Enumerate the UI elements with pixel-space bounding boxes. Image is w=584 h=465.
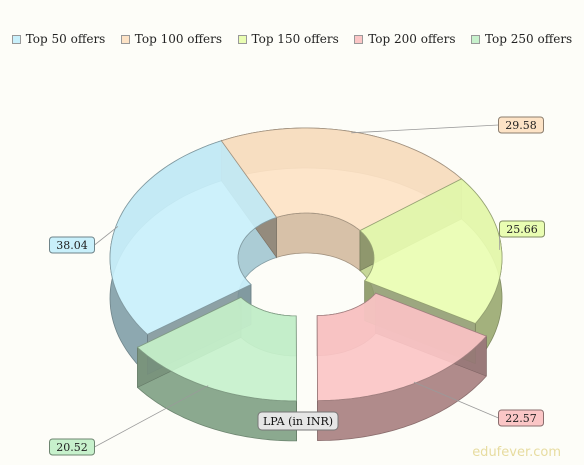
data-label-box: [498, 409, 544, 427]
leader-line: [413, 381, 499, 419]
data-label-box: [498, 116, 544, 134]
slice-5[interactable]: [136, 296, 298, 402]
data-label: 25.66: [506, 223, 538, 236]
legend-label: Top 150 offers: [251, 32, 339, 46]
legend-swatch: [11, 34, 21, 44]
center-label-box: [257, 411, 339, 431]
data-label-box: [49, 438, 95, 456]
data-label: 38.04: [56, 239, 88, 252]
watermark: edufever.com: [472, 445, 561, 460]
legend-label: Top 200 offers: [368, 32, 456, 46]
leader-line: [351, 124, 499, 134]
legend-swatch: [237, 34, 247, 44]
legend-item[interactable]: Top 150 offers: [237, 32, 339, 46]
legend-label: Top 100 offers: [134, 32, 223, 46]
data-label: 29.58: [505, 119, 537, 132]
data-label-box: [499, 220, 545, 238]
slice-4[interactable]: [316, 292, 487, 402]
leader-line: [94, 226, 119, 246]
legend-item[interactable]: Top 250 offers: [470, 32, 573, 46]
legend-label: Top 50 offers: [25, 32, 106, 46]
data-label: 22.57: [505, 412, 537, 425]
chart-legend: Top 50 offers Top 100 offers Top 150 offer…: [0, 28, 584, 50]
legend-swatch: [354, 34, 364, 44]
leader-line: [94, 385, 209, 448]
legend-swatch: [470, 34, 480, 44]
slice-3[interactable]: [359, 178, 503, 324]
data-label: 20.52: [56, 441, 88, 454]
legend-item[interactable]: Top 50 offers: [11, 32, 106, 46]
legend-item[interactable]: Top 100 offers: [120, 32, 223, 46]
data-label-box: [49, 236, 95, 254]
legend-label: Top 250 offers: [484, 32, 573, 46]
legend-item[interactable]: Top 200 offers: [354, 32, 456, 46]
center-label: LPA (in INR): [263, 415, 333, 428]
legend-swatch: [120, 34, 130, 44]
